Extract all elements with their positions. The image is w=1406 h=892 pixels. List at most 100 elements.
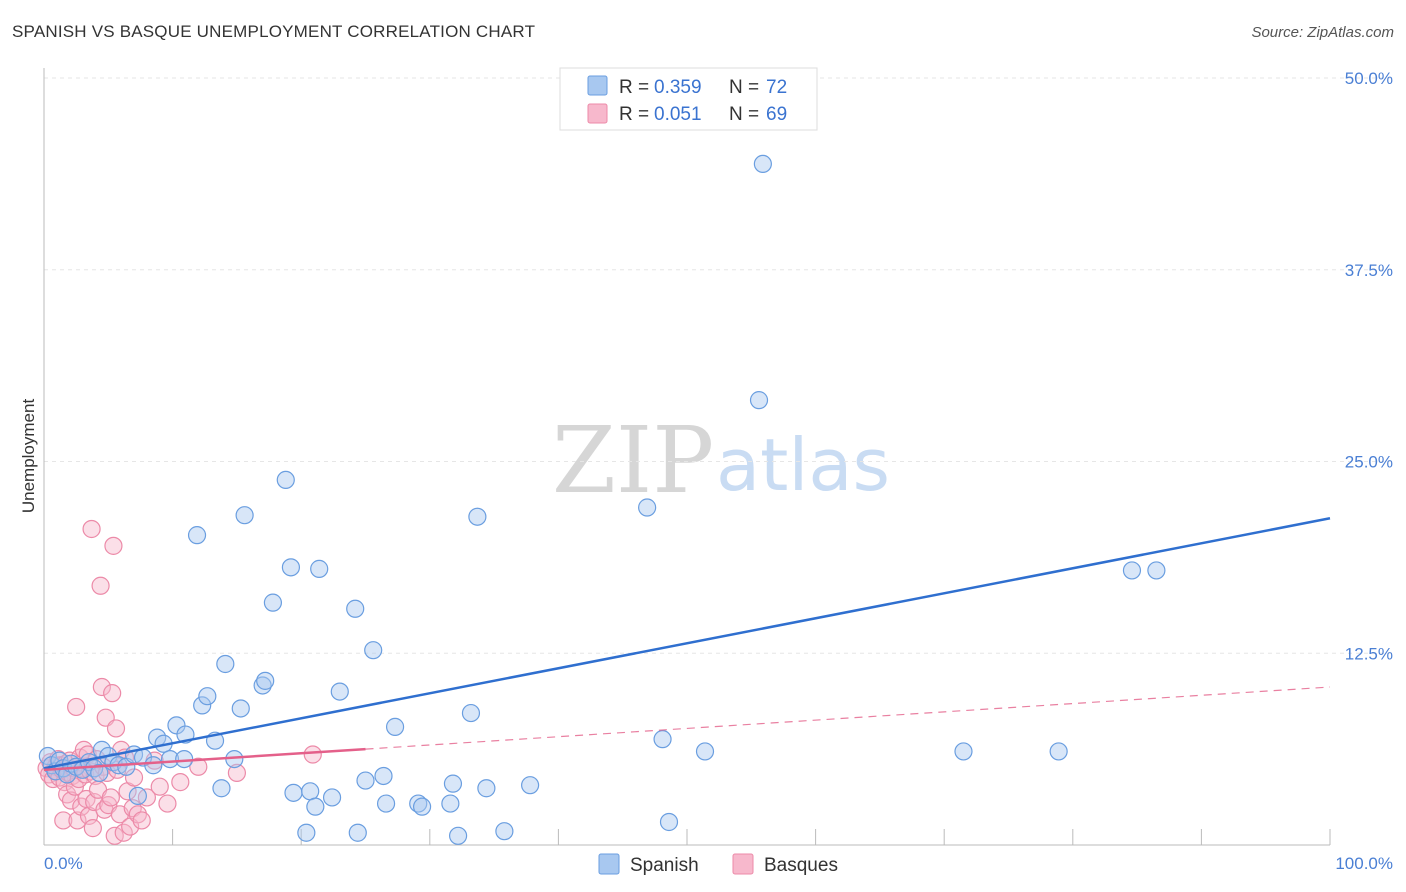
point-spanish [364,641,383,660]
chart-title: SPANISH VS BASQUE UNEMPLOYMENT CORRELATI… [12,22,536,41]
point-basques [171,773,190,792]
point-spanish [38,746,57,766]
point-spanish [1147,561,1166,580]
watermark-zip: ZIP [552,407,714,514]
point-basques [132,811,151,830]
legend-r-value-basques: 0.051 [654,104,702,125]
legend-r-label-spanish: R = [619,77,649,98]
source-credit: Source: ZipAtlas.com [1251,24,1394,41]
point-spanish [659,812,679,832]
point-basques [67,697,86,717]
point-spanish [954,742,973,761]
watermark-atlas: atlas [716,423,890,507]
bottom-legend-swatch-spanish [598,853,620,875]
point-spanish [90,763,109,783]
point-basques [137,788,156,807]
gridlines [44,77,1392,654]
x-tick-label-max: 100.0% [1335,854,1393,873]
x-tick-label-min: 0.0% [44,854,83,873]
point-spanish [297,823,316,842]
point-spanish [468,507,487,526]
point-spanish [376,794,396,813]
point-spanish [385,717,405,736]
bottom-legend-label-spanish: Spanish [630,855,699,876]
bottom-legend-label-basques: Basques [764,855,838,876]
legend-n-value-basques: 69 [766,104,787,125]
point-spanish [322,788,342,807]
legend-n-value-spanish: 72 [766,77,787,98]
trend-line-basques-solid [43,747,366,772]
point-spanish [128,786,147,806]
point-basques [54,811,73,830]
point-spanish [653,730,672,749]
trend-line-basques-dashed [365,686,1331,750]
point-spanish [356,771,375,790]
legend-swatch-basques [587,103,608,124]
y-tick-label: 50.0% [1345,69,1393,88]
point-spanish [281,558,301,577]
y-tick-label: 12.5% [1345,644,1393,663]
point-basques [103,684,122,703]
bottom-legend-swatch-basques [732,853,754,875]
point-spanish [175,749,194,769]
point-spanish [1049,742,1068,761]
point-basques [104,536,123,555]
point-spanish [330,682,349,701]
point-basques [82,519,101,539]
point-spanish [144,756,163,775]
point-basques [106,719,126,738]
point-basques [227,763,246,783]
point-basques [101,788,120,807]
y-axis-title: Unemployment [19,399,38,514]
watermark: ZIP atlas [552,407,890,514]
point-spanish [187,526,207,545]
point-basques [61,791,81,810]
point-basques [158,794,177,813]
legend-swatch-spanish [587,75,608,96]
point-spanish [443,774,463,793]
point-spanish [412,797,432,816]
series-legend: Spanish Basques [598,853,838,876]
point-spanish [160,749,180,769]
point-spanish [276,470,295,490]
point-basques [83,819,102,838]
point-spanish [306,797,325,816]
point-spanish [348,823,367,842]
point-spanish [235,506,254,525]
point-spanish [256,671,275,690]
point-spanish [231,699,250,718]
point-basques [303,745,322,764]
point-spanish [695,742,715,761]
x-tick-labels: 0.0% 100.0% [44,854,1393,873]
trend-lines [43,517,1331,772]
point-spanish [212,779,231,798]
axes [43,68,1331,846]
point-spanish [198,687,217,706]
point-spanish [346,599,365,618]
point-spanish [495,822,514,841]
point-spanish [310,559,329,578]
point-spanish [284,783,303,802]
point-basques [150,777,169,796]
point-spanish [749,391,769,410]
point-spanish [477,779,496,798]
point-spanish [753,154,772,174]
point-basques [68,811,87,830]
point-basques [91,576,110,595]
legend-r-value-spanish: 0.359 [654,77,702,98]
point-spanish [216,654,235,674]
point-spanish [1122,561,1142,580]
point-spanish [301,782,320,801]
point-spanish [638,498,657,517]
point-basques [189,757,208,776]
y-tick-label: 37.5% [1345,261,1393,280]
point-spanish [374,766,393,786]
point-spanish [521,776,540,795]
point-spanish [441,794,460,813]
series-basques-points [37,519,322,845]
legend-n-label-basques: N = [729,104,759,125]
y-tick-label: 25.0% [1345,453,1393,472]
point-spanish [461,703,481,723]
legend-n-label-spanish: N = [729,77,759,98]
